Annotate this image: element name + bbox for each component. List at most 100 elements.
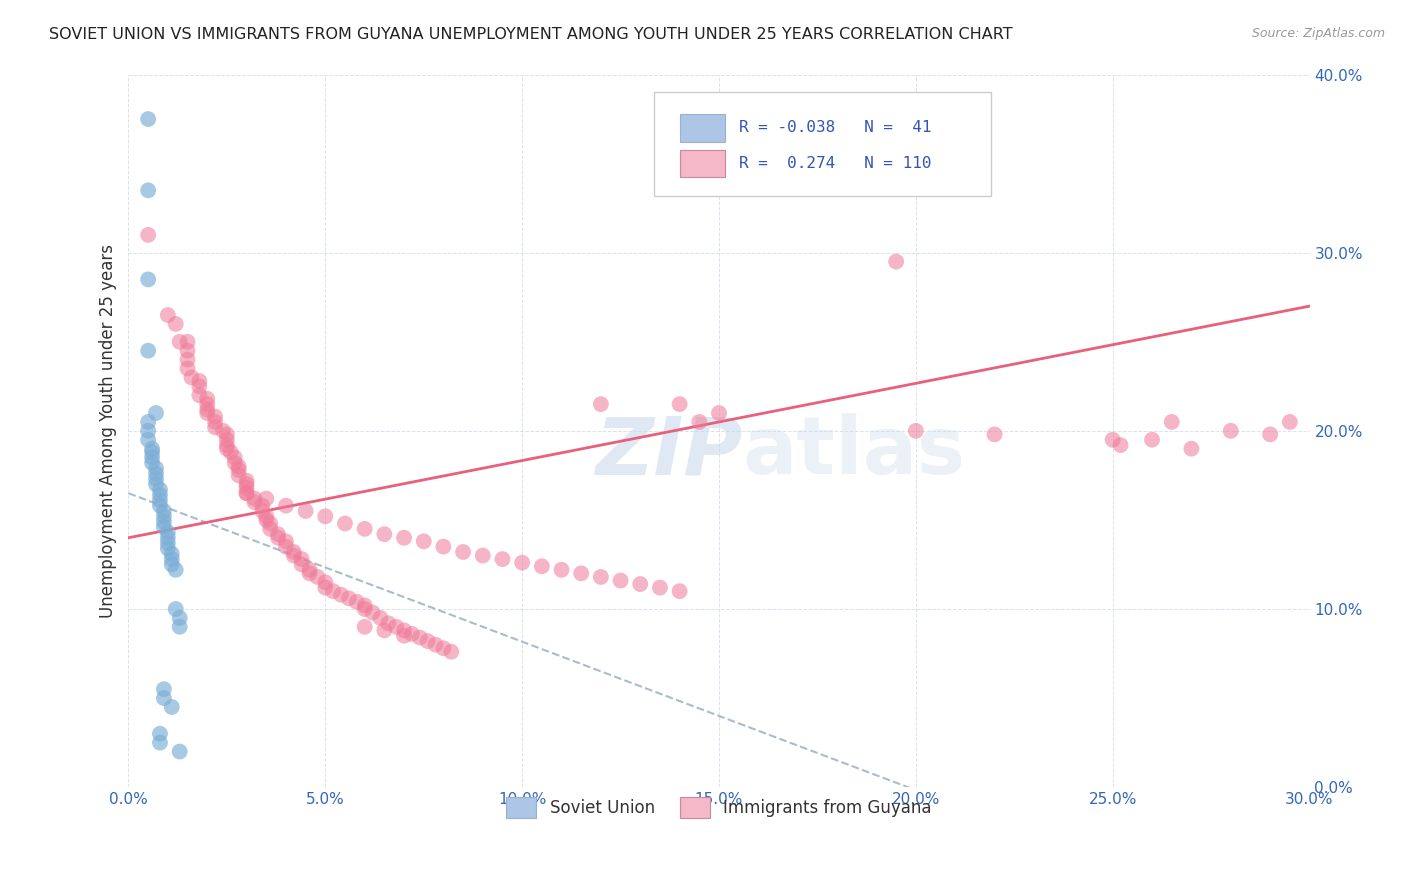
Point: [228, 459, 250, 474]
Point: [409, 631, 432, 645]
Point: [1140, 433, 1163, 447]
Point: [333, 516, 356, 531]
Point: [668, 584, 690, 599]
Point: [136, 183, 159, 197]
Point: [283, 545, 305, 559]
Point: [224, 456, 246, 470]
Point: [145, 472, 167, 486]
Point: [176, 343, 198, 358]
Point: [267, 531, 290, 545]
Point: [169, 334, 191, 349]
Point: [224, 450, 246, 465]
Point: [149, 493, 172, 508]
Point: [136, 227, 159, 242]
Point: [160, 700, 183, 714]
Point: [180, 370, 202, 384]
Point: [153, 691, 176, 706]
Bar: [681, 150, 725, 178]
Point: [884, 254, 907, 268]
Point: [153, 520, 176, 534]
Point: [491, 552, 513, 566]
Point: [254, 509, 277, 524]
Point: [228, 463, 250, 477]
Point: [254, 491, 277, 506]
Point: [235, 474, 257, 488]
Point: [510, 556, 533, 570]
Point: [215, 438, 238, 452]
Point: [160, 552, 183, 566]
Point: [322, 584, 344, 599]
Point: [346, 595, 368, 609]
Point: [904, 424, 927, 438]
Point: [145, 461, 167, 475]
Point: [141, 445, 163, 459]
Point: [176, 352, 198, 367]
Point: [156, 531, 179, 545]
Point: [385, 620, 408, 634]
Point: [153, 682, 176, 697]
Point: [153, 509, 176, 524]
Point: [392, 531, 415, 545]
Point: [298, 566, 321, 581]
Legend: Soviet Union, Immigrants from Guyana: Soviet Union, Immigrants from Guyana: [499, 790, 938, 825]
Text: R = -0.038   N =  41: R = -0.038 N = 41: [740, 120, 932, 136]
Point: [274, 540, 297, 554]
Text: atlas: atlas: [742, 413, 966, 491]
Point: [195, 402, 218, 417]
Point: [145, 477, 167, 491]
Point: [176, 334, 198, 349]
Point: [983, 427, 1005, 442]
Point: [589, 570, 612, 584]
Point: [609, 574, 631, 588]
Bar: [681, 114, 725, 142]
Point: [648, 581, 671, 595]
Point: [1101, 433, 1123, 447]
Point: [401, 627, 423, 641]
Point: [235, 486, 257, 500]
Point: [425, 638, 447, 652]
Point: [188, 379, 211, 393]
Point: [353, 602, 375, 616]
Point: [149, 499, 172, 513]
Point: [141, 456, 163, 470]
Point: [136, 343, 159, 358]
Point: [688, 415, 710, 429]
Point: [136, 112, 159, 126]
Point: [243, 495, 266, 509]
Point: [149, 727, 172, 741]
Point: [169, 620, 191, 634]
Point: [569, 566, 592, 581]
Point: [373, 624, 395, 638]
Point: [156, 536, 179, 550]
Point: [215, 433, 238, 447]
Point: [219, 445, 242, 459]
Point: [294, 504, 316, 518]
Point: [353, 522, 375, 536]
Point: [141, 450, 163, 465]
Point: [235, 486, 257, 500]
Point: [215, 427, 238, 442]
Point: [1180, 442, 1202, 456]
Point: [259, 522, 281, 536]
Point: [550, 563, 572, 577]
Point: [176, 361, 198, 376]
Point: [361, 606, 384, 620]
Point: [373, 527, 395, 541]
Point: [235, 477, 257, 491]
Point: [628, 577, 651, 591]
Point: [668, 397, 690, 411]
Point: [195, 392, 218, 406]
FancyBboxPatch shape: [654, 93, 991, 195]
Point: [165, 602, 187, 616]
Point: [136, 424, 159, 438]
Point: [156, 541, 179, 556]
Point: [136, 272, 159, 286]
Point: [330, 588, 353, 602]
Point: [153, 504, 176, 518]
Point: [416, 634, 439, 648]
Point: [451, 545, 474, 559]
Point: [141, 442, 163, 456]
Point: [298, 563, 321, 577]
Point: [370, 611, 392, 625]
Point: [274, 534, 297, 549]
